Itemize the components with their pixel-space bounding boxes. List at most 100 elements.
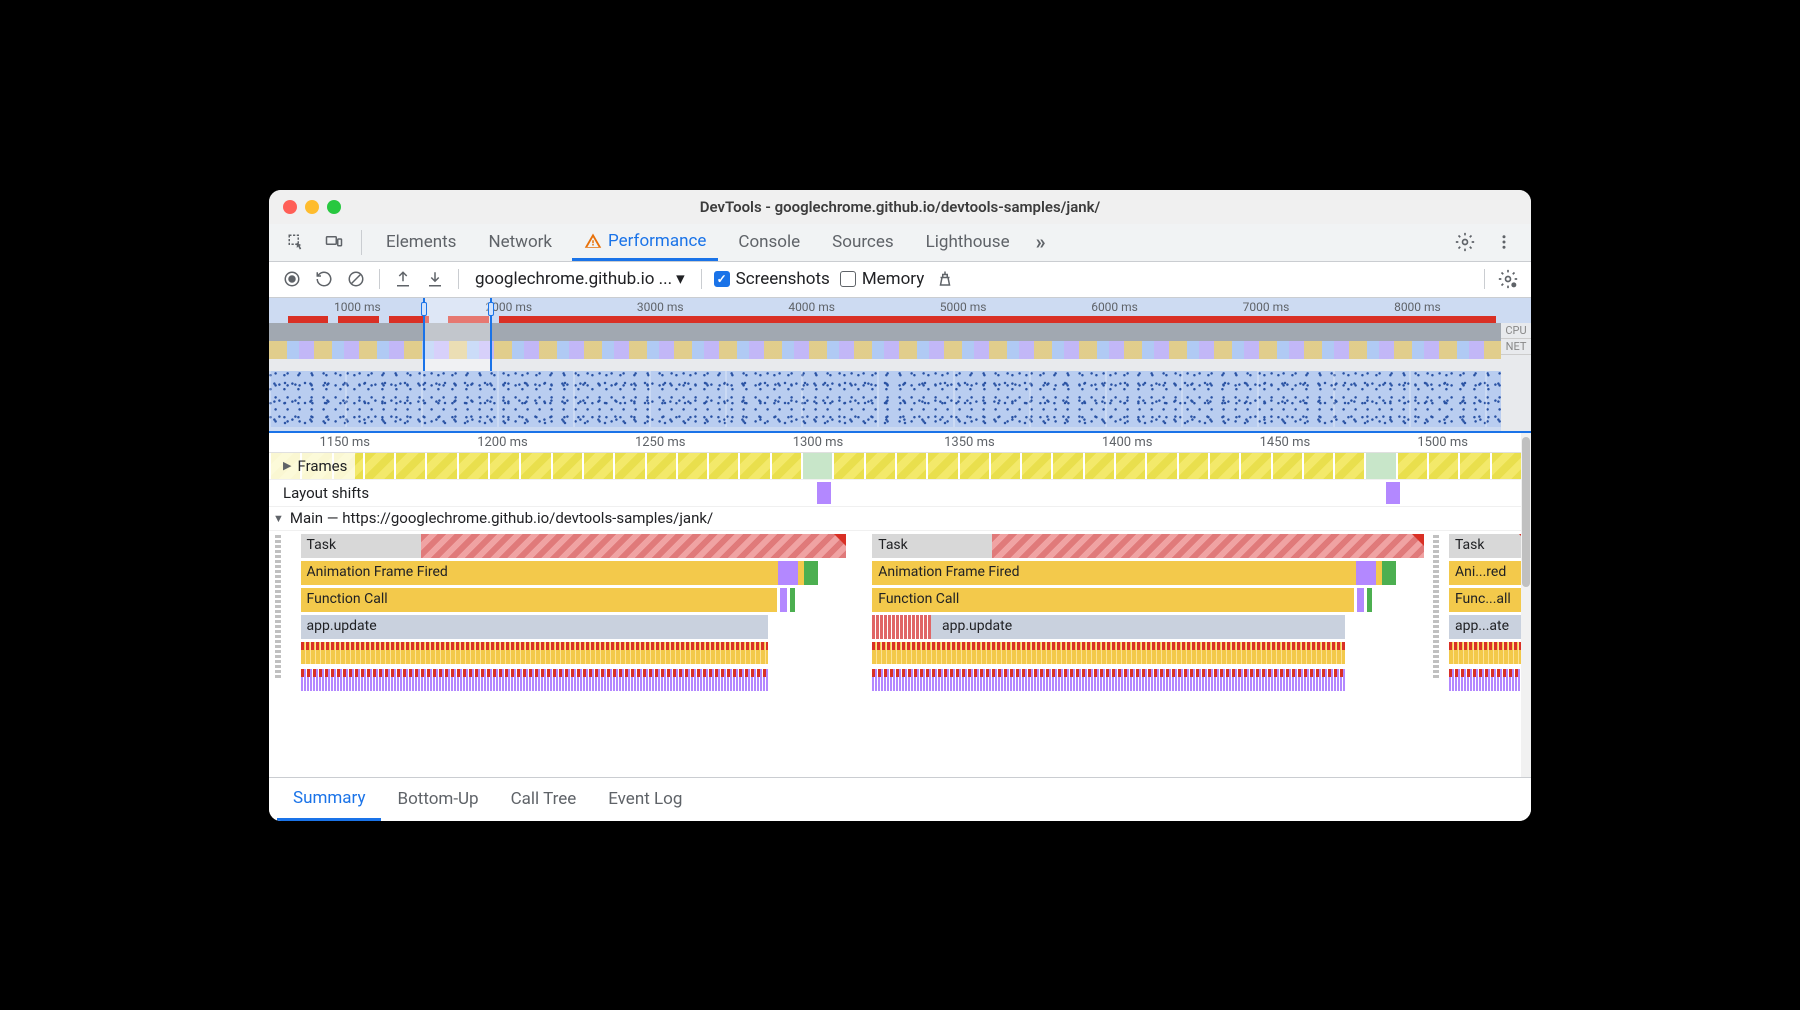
frame-cell[interactable]: [1051, 453, 1082, 479]
function-call-bar[interactable]: Function Call: [301, 588, 777, 612]
frame-cell[interactable]: [582, 453, 613, 479]
frame-cell[interactable]: [1427, 453, 1458, 479]
capture-settings-icon[interactable]: [1497, 268, 1519, 290]
tab-sources[interactable]: Sources: [820, 224, 905, 261]
frame-cell[interactable]: [926, 453, 957, 479]
frame-cell[interactable]: [707, 453, 738, 479]
frame-cell[interactable]: [613, 453, 644, 479]
record-icon[interactable]: [281, 268, 303, 290]
overview-selection[interactable]: [423, 298, 492, 371]
frame-cell[interactable]: [1364, 453, 1395, 479]
tab-elements[interactable]: Elements: [374, 224, 468, 261]
upload-icon[interactable]: [392, 268, 414, 290]
frame-cell[interactable]: [1083, 453, 1114, 479]
maximize-icon[interactable]: [327, 200, 341, 214]
minimize-icon[interactable]: [305, 200, 319, 214]
frame-cell[interactable]: [1114, 453, 1145, 479]
kebab-icon[interactable]: [1489, 224, 1519, 261]
frame-cell[interactable]: [394, 453, 425, 479]
frame-cell[interactable]: [363, 453, 394, 479]
tab-event-log[interactable]: Event Log: [592, 778, 698, 821]
tab-performance[interactable]: Performance: [572, 224, 718, 261]
frame-cell[interactable]: [770, 453, 801, 479]
selection-handle-left[interactable]: [421, 302, 427, 316]
tab-label: Console: [738, 232, 800, 252]
function-call-bar[interactable]: Func...all: [1449, 588, 1531, 612]
frame-cell[interactable]: [519, 453, 550, 479]
timeline-overview[interactable]: 1000 ms2000 ms3000 ms4000 ms5000 ms6000 …: [269, 298, 1531, 433]
frame-cell[interactable]: [738, 453, 769, 479]
ruler-tick: 1150 ms: [319, 435, 370, 450]
animation-frame-bar[interactable]: Animation Frame Fired: [301, 561, 819, 585]
micro-activity: [872, 642, 1344, 664]
app-update-bar[interactable]: app.update: [872, 615, 1344, 639]
frames-track[interactable]: ▶ Frames: [269, 453, 1531, 480]
frame-cell[interactable]: [1490, 453, 1521, 479]
ruler-tick: 1200 ms: [477, 435, 528, 450]
frame-cell[interactable]: [832, 453, 863, 479]
selection-handle-right[interactable]: [488, 302, 494, 316]
screenshots-checkbox[interactable]: Screenshots: [714, 269, 830, 289]
more-tabs-icon[interactable]: »: [1030, 224, 1052, 261]
frame-cell[interactable]: [1271, 453, 1302, 479]
long-frame-marker: [338, 316, 378, 323]
frame-cell[interactable]: [1020, 453, 1051, 479]
frame-cell[interactable]: [895, 453, 926, 479]
flame-area[interactable]: Task Animation Frame Fired Function Call ap…: [269, 531, 1531, 731]
settings-icon[interactable]: [1449, 224, 1481, 261]
frame-cell[interactable]: [1208, 453, 1239, 479]
frame-cell[interactable]: [1177, 453, 1208, 479]
frame-cell[interactable]: [457, 453, 488, 479]
task-bar[interactable]: Task: [301, 534, 846, 558]
tab-network[interactable]: Network: [476, 224, 564, 261]
task-bar[interactable]: Task: [1449, 534, 1531, 558]
frame-cell[interactable]: [645, 453, 676, 479]
flame-chart[interactable]: 1150 ms1200 ms1250 ms1300 ms1350 ms1400 …: [269, 433, 1531, 777]
layout-shift-marker[interactable]: [817, 482, 831, 504]
frame-cell[interactable]: [1145, 453, 1176, 479]
frame-cell[interactable]: [1458, 453, 1489, 479]
frame-cell[interactable]: [1239, 453, 1270, 479]
vertical-scrollbar[interactable]: [1521, 433, 1531, 777]
function-call-bar[interactable]: Function Call: [872, 588, 1354, 612]
close-icon[interactable]: [283, 200, 297, 214]
frame-cell[interactable]: [1396, 453, 1427, 479]
device-toggle-icon[interactable]: [319, 224, 349, 261]
garbage-collect-icon[interactable]: [934, 268, 956, 290]
frame-cell[interactable]: [801, 453, 832, 479]
micro-activity: [1449, 642, 1529, 664]
memory-checkbox[interactable]: Memory: [840, 269, 924, 289]
tab-call-tree[interactable]: Call Tree: [495, 778, 593, 821]
collapse-icon[interactable]: ▼: [273, 512, 284, 525]
app-update-bar[interactable]: app...ate: [1449, 615, 1529, 639]
layout-shift-marker[interactable]: [1386, 482, 1400, 504]
tab-lighthouse[interactable]: Lighthouse: [914, 224, 1022, 261]
tab-bottom-up[interactable]: Bottom-Up: [381, 778, 494, 821]
frame-cell[interactable]: [864, 453, 895, 479]
frame-cell[interactable]: [958, 453, 989, 479]
expand-icon[interactable]: ▶: [283, 459, 291, 472]
frame-cell[interactable]: [425, 453, 456, 479]
task-bar[interactable]: Task: [872, 534, 1423, 558]
reload-icon[interactable]: [313, 268, 335, 290]
frame-cell[interactable]: [989, 453, 1020, 479]
layout-shifts-track[interactable]: Layout shifts: [269, 480, 1531, 507]
tab-label: Elements: [386, 232, 456, 252]
app-update-bar[interactable]: app.update: [301, 615, 768, 639]
download-icon[interactable]: [424, 268, 446, 290]
tab-summary[interactable]: Summary: [277, 778, 381, 821]
tab-console[interactable]: Console: [726, 224, 812, 261]
inspect-icon[interactable]: [281, 224, 311, 261]
animation-frame-bar[interactable]: Ani...red: [1449, 561, 1531, 585]
main-track-header[interactable]: ▼ Main — https://googlechrome.github.io/…: [269, 507, 1531, 531]
scrollbar-thumb[interactable]: [1522, 437, 1530, 587]
frame-cell[interactable]: [488, 453, 519, 479]
clear-icon[interactable]: [345, 268, 367, 290]
site-dropdown[interactable]: googlechrome.github.io ... ▾: [471, 269, 689, 289]
animation-frame-bar[interactable]: Animation Frame Fired: [872, 561, 1396, 585]
frame-cell[interactable]: [1333, 453, 1364, 479]
frame-cell[interactable]: [676, 453, 707, 479]
frame-cell[interactable]: [1302, 453, 1333, 479]
frame-cell[interactable]: [551, 453, 582, 479]
track-label: Frames: [297, 457, 347, 475]
